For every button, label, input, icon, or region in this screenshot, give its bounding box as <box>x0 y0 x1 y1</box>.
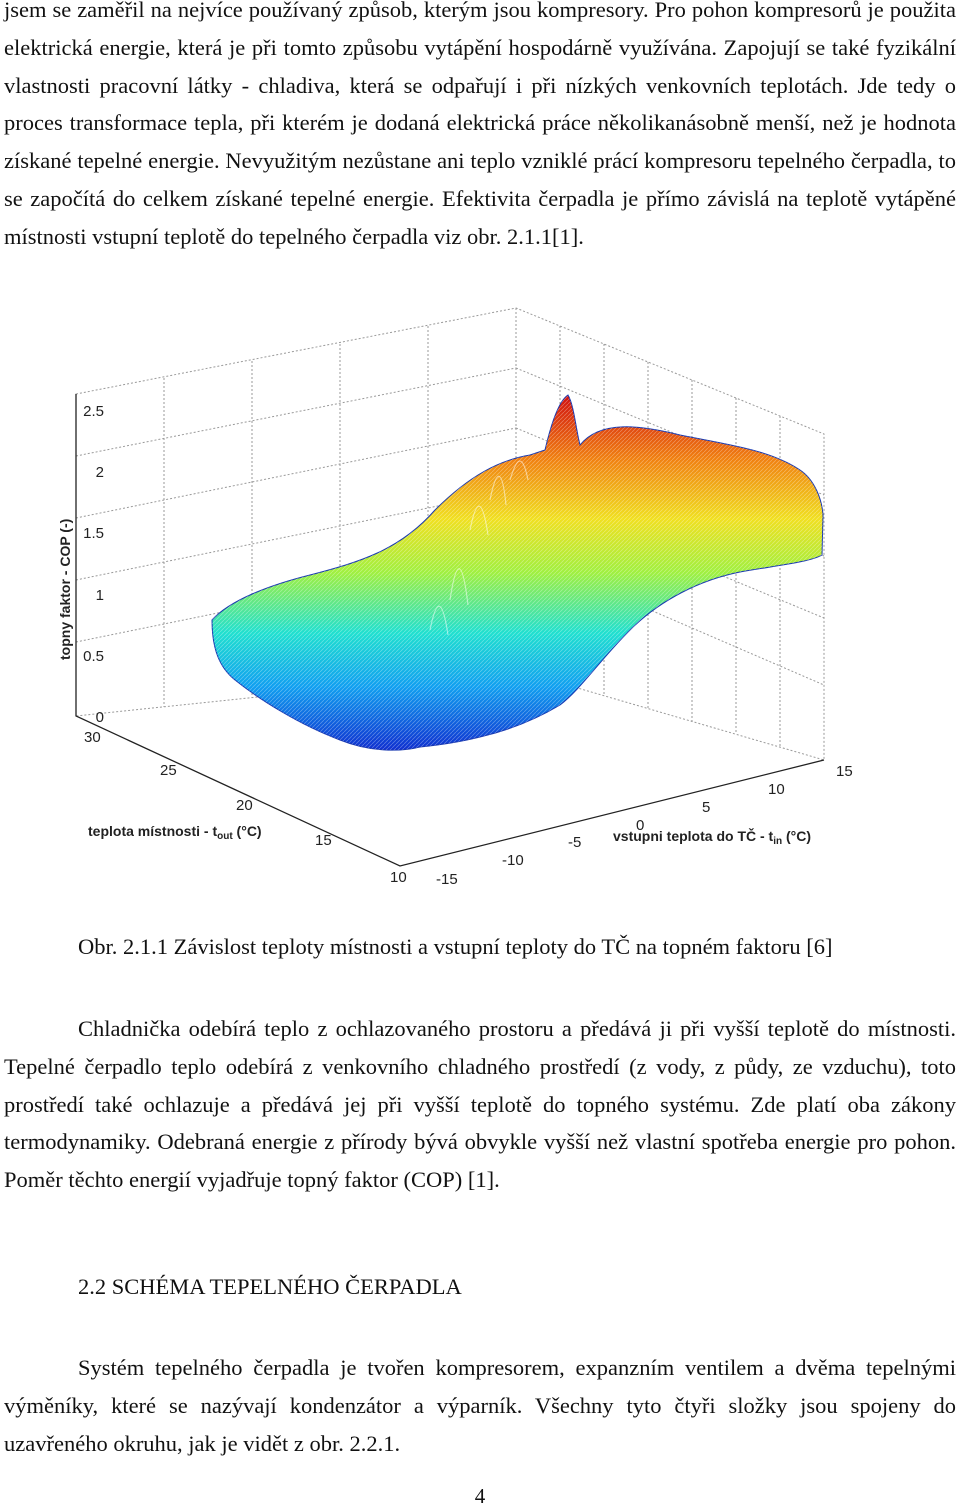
x-tick: -5 <box>568 834 581 851</box>
section-heading: 2.2 SCHÉMA TEPELNÉHO ČERPADLA <box>78 1274 462 1299</box>
z-axis-label: topny faktor - COP (-) <box>57 519 73 660</box>
paragraph-fridge: Chladnička odebírá teplo z ochlazovaného… <box>4 1016 956 1193</box>
y-tick: 30 <box>84 729 101 746</box>
page-number: 4 <box>474 1484 486 1508</box>
x-axis: -15 -10 -5 0 5 10 15 vstupni teplota do … <box>436 763 853 888</box>
y-axis-label: teplota místnosti - tout (°C) <box>88 823 262 842</box>
x-tick: 10 <box>768 781 785 798</box>
paragraph-system: Systém tepelného čerpadla je tvořen komp… <box>4 1355 956 1456</box>
cop-surface-chart: 2.5 2 1.5 1 0.5 0 topny faktor - COP (-)… <box>57 307 853 888</box>
z-tick: 1 <box>96 587 104 604</box>
y-tick: 15 <box>315 832 332 849</box>
y-tick: 10 <box>390 869 407 886</box>
y-tick: 25 <box>160 762 177 779</box>
x-tick: -10 <box>502 852 524 869</box>
x-axis-label: vstupni teplota do TČ - tin (°C) <box>613 827 811 847</box>
x-tick: 0 <box>636 817 644 834</box>
axis-lines <box>75 394 825 867</box>
z-tick: 0.5 <box>83 648 104 665</box>
x-tick: -15 <box>436 871 458 888</box>
y-tick: 20 <box>236 797 253 814</box>
y-axis: 30 25 20 15 10 teplota místnosti - tout … <box>84 729 407 886</box>
paragraph-intro: jsem se zaměřil na nejvíce používaný způ… <box>4 0 956 249</box>
z-tick: 0 <box>96 709 104 726</box>
z-tick: 2.5 <box>83 403 104 420</box>
x-tick: 5 <box>702 799 710 816</box>
z-axis: 2.5 2 1.5 1 0.5 0 topny faktor - COP (-) <box>57 403 104 726</box>
figure-caption: Obr. 2.1.1 Závislost teploty místnosti a… <box>78 934 833 959</box>
cop-surface <box>211 394 824 751</box>
z-tick: 1.5 <box>83 525 104 542</box>
x-tick: 15 <box>836 763 853 780</box>
z-tick: 2 <box>96 464 104 481</box>
